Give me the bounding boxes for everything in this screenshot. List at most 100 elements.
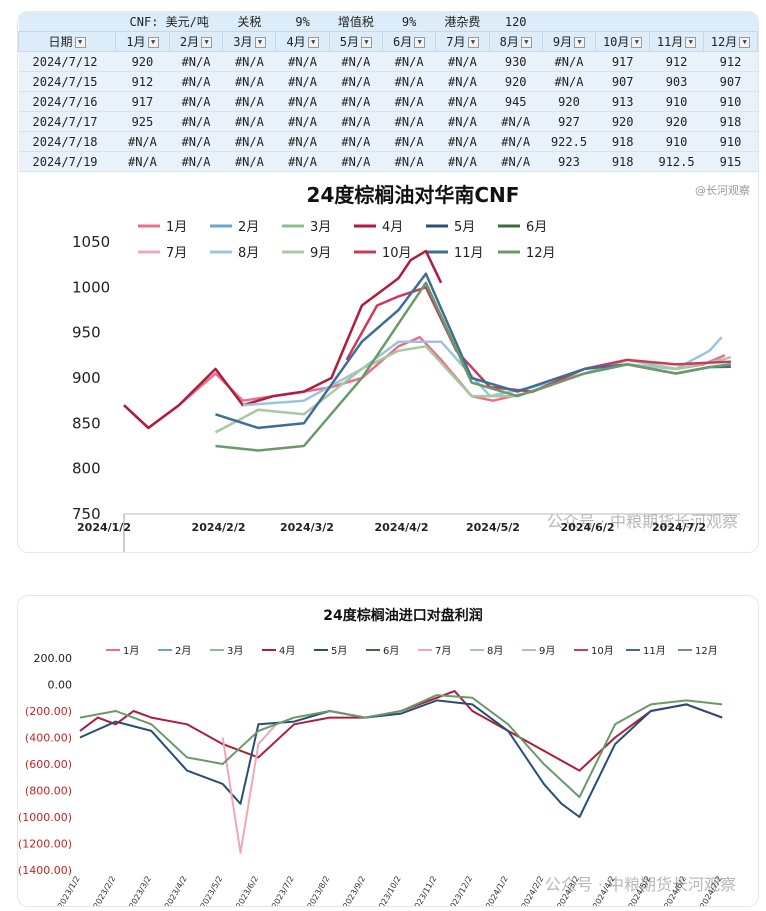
table-cell: #N/A (329, 91, 383, 112)
param-tariff-label: 关税 (222, 12, 276, 32)
table-cell: #N/A (435, 131, 490, 152)
table-cell: 907 (703, 71, 758, 92)
table-cell: #N/A (435, 71, 490, 92)
series-line-1月 (123, 335, 726, 430)
col-header-9: 9月 ▼ (541, 31, 597, 52)
filter-dropdown-icon[interactable]: ▼ (467, 37, 479, 48)
legend-label: 3月 (310, 220, 331, 235)
col-header-label: 11月 (656, 35, 684, 49)
x-tick-label: 2023/2/2 (92, 875, 118, 907)
legend-label: 1月 (166, 220, 187, 235)
legend-label: 4月 (382, 220, 403, 235)
chart1-watermark: 公众号 · 中粮期货长河观察 (547, 512, 738, 531)
table-cell: 918 (595, 131, 650, 152)
table-cell: #N/A (275, 111, 330, 132)
table-row: 2024/7/17 925 #N/A #N/A #N/A #N/A #N/A #N/A #N/A… (18, 111, 758, 132)
table-row: 2024/7/16 917 #N/A #N/A #N/A #N/A #N/A #N/A 945 9… (18, 91, 758, 112)
filter-dropdown-icon[interactable]: ▼ (739, 37, 751, 48)
filter-dropdown-icon[interactable]: ▼ (360, 37, 372, 48)
table-cell: 912 (115, 71, 170, 92)
col-header-label: 日期 (48, 35, 73, 49)
table-cell: #N/A (115, 151, 170, 172)
x-tick-label: 2024/3/2 (280, 521, 334, 534)
filter-dropdown-icon[interactable]: ▼ (520, 37, 532, 48)
table-cell: #N/A (275, 151, 330, 172)
y-tick-label: 900 (72, 369, 101, 387)
table-cell: #N/A (489, 111, 543, 132)
table-cell: #N/A (435, 51, 490, 72)
col-header-label: 10月 (602, 35, 630, 49)
col-header-label: 5月 (339, 35, 359, 49)
x-tick-label: 2023/11/2 (410, 875, 438, 907)
y-tick-label: (200.00) (25, 705, 72, 718)
table-cell: #N/A (169, 51, 223, 72)
params-row: CNF: 美元/吨 关税 9% 增值税 9% 港杂费 120 (18, 12, 758, 32)
y-tick-label: 950 (72, 324, 101, 342)
x-tick-label: 2023/7/2 (270, 875, 296, 907)
table-cell: #N/A (489, 131, 543, 152)
table-cell: #N/A (329, 51, 383, 72)
filter-dropdown-icon[interactable]: ▼ (147, 37, 159, 48)
x-tick-label: 2023/1/2 (56, 875, 82, 907)
table-cell: 917 (595, 51, 650, 72)
cnf-table: CNF: 美元/吨 关税 9% 增值税 9% 港杂费 120 日期 ▼ 1月 ▼ 2月 ▼… (18, 12, 758, 172)
filter-dropdown-icon[interactable]: ▼ (685, 37, 697, 48)
row-date-cell: 2024/7/16 (18, 91, 116, 112)
profit-panel: 24度棕榈油进口对盘利润 公众号 · 中粮期货长河观察 200.00 0.00 (2… (18, 596, 758, 906)
table-cell: 927 (542, 111, 596, 132)
table-cell: 945 (489, 91, 543, 112)
table-cell: #N/A (329, 151, 383, 172)
row-date-cell: 2024/7/15 (18, 71, 116, 92)
col-header-11: 11月 ▼ (649, 31, 704, 52)
filter-dropdown-icon[interactable]: ▼ (307, 37, 319, 48)
table-cell: #N/A (275, 51, 330, 72)
chart2-watermark: 公众号 · 中粮期货长河观察 (545, 875, 736, 894)
legend-label: 2月 (175, 645, 191, 657)
series-line-9月 (214, 345, 732, 434)
legend-label: 9月 (310, 246, 331, 261)
x-tick-label: 2023/3/2 (127, 875, 153, 907)
filter-dropdown-icon[interactable]: ▼ (254, 37, 266, 48)
table-row: 2024/7/19 #N/A #N/A #N/A #N/A #N/A #N/A #N/A #N/… (18, 151, 758, 172)
table-cell: #N/A (382, 131, 436, 152)
col-header-label: 3月 (233, 35, 253, 49)
legend-label: 6月 (526, 220, 547, 235)
table-row: 2024/7/12 920 #N/A #N/A #N/A #N/A #N/A #N/A 930 #… (18, 51, 758, 72)
table-cell: #N/A (169, 111, 223, 132)
x-tick-label: 2024/4/2 (375, 521, 429, 534)
table-cell: 912 (649, 51, 704, 72)
table-cell: #N/A (222, 51, 276, 72)
param-port-fee-label: 港杂费 (435, 12, 490, 32)
y-tick-label: (400.00) (25, 732, 72, 745)
col-header-7: 7月 ▼ (435, 31, 490, 52)
legend-label: 6月 (383, 645, 399, 657)
y-tick-label: 200.00 (34, 652, 73, 665)
col-header-label: 6月 (393, 35, 413, 49)
col-header-label: 9月 (552, 35, 573, 49)
filter-dropdown-icon[interactable]: ▼ (414, 37, 426, 48)
col-header-0: 日期 ▼ (18, 31, 117, 52)
legend-label: 9月 (539, 645, 555, 657)
filter-dropdown-icon[interactable]: ▼ (631, 37, 643, 48)
filter-dropdown-icon[interactable]: ▼ (74, 37, 86, 48)
col-header-1: 1月 ▼ (115, 31, 170, 52)
filter-dropdown-icon[interactable]: ▼ (574, 37, 586, 48)
legend-label: 7月 (435, 645, 451, 657)
table-cell: #N/A (169, 151, 223, 172)
col-header-label: 12月 (710, 35, 738, 49)
filter-dropdown-icon[interactable]: ▼ (201, 37, 213, 48)
series-line-5月 (79, 699, 723, 818)
param-tariff-value: 9% (275, 12, 330, 32)
col-header-4: 4月 ▼ (275, 31, 330, 52)
x-tick-label: 2024/2/2 (192, 521, 246, 534)
legend-label: 12月 (695, 645, 718, 657)
table-cell: 915 (703, 151, 758, 172)
cnf-line-chart: 24度棕榈油对华南CNF @长河观察 公众号 · 中粮期货长河观察 750 800… (72, 183, 750, 552)
x-tick-label: 2023/8/2 (306, 875, 332, 907)
table-row: 2024/7/18 #N/A #N/A #N/A #N/A #N/A #N/A #N/A #N/… (18, 131, 758, 152)
col-header-10: 10月 ▼ (595, 31, 651, 52)
table-cell: 925 (115, 111, 170, 132)
col-header-8: 8月 ▼ (488, 31, 543, 52)
table-cell: #N/A (169, 131, 223, 152)
table-cell: 903 (649, 71, 704, 92)
